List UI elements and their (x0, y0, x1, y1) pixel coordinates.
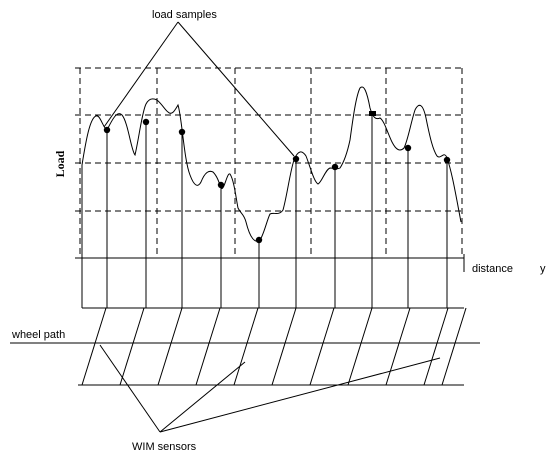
load-samples-callout (103, 21, 295, 157)
sample-point (292, 155, 300, 163)
load-curve (81, 86, 462, 242)
sample-point (217, 181, 225, 189)
wim-sensors-callout (99, 344, 441, 433)
sample-point (142, 118, 150, 126)
distance-label: distance (472, 263, 513, 275)
sample-point (103, 126, 111, 134)
sensor-strip (10, 307, 480, 386)
sample-point (443, 156, 451, 164)
sample-point (331, 163, 339, 171)
load-samples-label: load samples (152, 9, 217, 21)
sample-points (103, 111, 451, 244)
wheel-path-label: wheel path (11, 329, 65, 341)
distance-symbol: y (540, 263, 546, 275)
sample-point (255, 236, 263, 244)
load-axis-label: Load (53, 150, 67, 177)
sample-point (404, 144, 412, 152)
sample-lines (81, 114, 448, 308)
wim-sensors-label: WIM sensors (132, 441, 197, 453)
sample-point (178, 128, 186, 136)
load-grid (75, 67, 463, 258)
wim-sensors (81, 307, 467, 386)
sample-point (369, 111, 376, 116)
